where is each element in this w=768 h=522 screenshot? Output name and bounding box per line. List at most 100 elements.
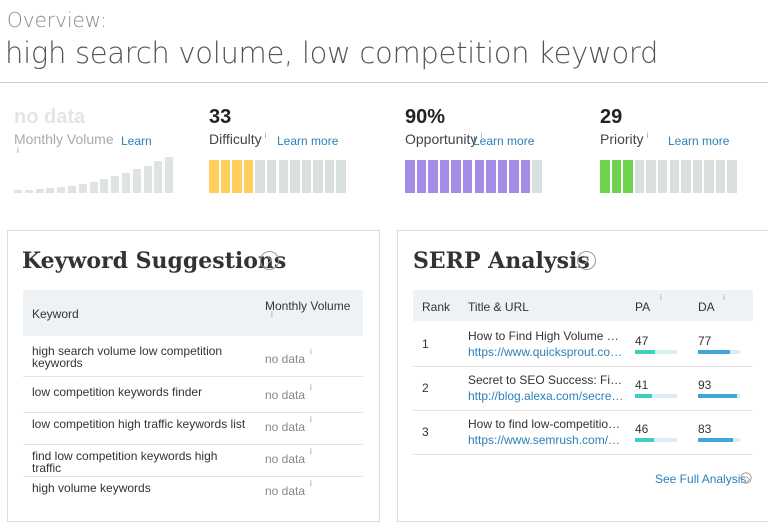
volume-bar-placeholder bbox=[122, 173, 130, 193]
volume-bar-placeholder bbox=[24, 189, 33, 193]
info-icon[interactable]: i bbox=[17, 146, 19, 155]
column-header: PA bbox=[635, 300, 651, 314]
metric-label: Opportunity i bbox=[405, 131, 483, 147]
score-segment bbox=[428, 160, 438, 193]
volume-bar-placeholder bbox=[14, 190, 22, 193]
pa-value: 47 bbox=[635, 334, 649, 348]
score-segment bbox=[462, 160, 473, 193]
card-title: SERP Analysis bbox=[413, 248, 590, 274]
da-value: 93 bbox=[698, 378, 712, 392]
info-icon[interactable]: i bbox=[310, 447, 312, 456]
info-icon[interactable]: i bbox=[646, 131, 649, 141]
score-segment bbox=[209, 160, 219, 193]
volume-bar-placeholder bbox=[78, 183, 87, 193]
serp-card bbox=[397, 230, 768, 522]
info-icon[interactable]: i bbox=[310, 383, 312, 392]
keyword: low competition high traffic keywords li… bbox=[32, 417, 246, 431]
learn-link[interactable]: Learn bbox=[121, 134, 152, 148]
da-bar bbox=[698, 438, 733, 442]
score-segment bbox=[416, 160, 427, 193]
score-segment bbox=[669, 160, 680, 193]
column-header: Keyword bbox=[32, 307, 79, 321]
row-divider bbox=[413, 454, 753, 455]
result-url[interactable]: https://www.semrush.com/bl... bbox=[468, 433, 626, 447]
learn-link[interactable]: Learn more bbox=[277, 134, 339, 148]
info-icon[interactable]: i bbox=[660, 293, 662, 302]
result-url[interactable]: https://www.quicksprout.com... bbox=[468, 345, 626, 359]
info-icon[interactable]: i bbox=[723, 293, 725, 302]
table-header bbox=[23, 290, 363, 336]
row-divider bbox=[413, 410, 753, 411]
score-segment bbox=[715, 160, 726, 193]
score-segment bbox=[451, 160, 461, 193]
metric-value: 29 bbox=[600, 106, 623, 128]
volume-bar-placeholder bbox=[132, 169, 141, 193]
volume-bar-placeholder bbox=[154, 161, 163, 193]
score-segment bbox=[657, 160, 668, 193]
row-divider bbox=[413, 366, 753, 367]
arrow-icon[interactable] bbox=[740, 472, 752, 484]
score-segment bbox=[290, 160, 300, 193]
score-segment bbox=[405, 160, 415, 193]
score-segment bbox=[646, 160, 656, 193]
volume-bar-placeholder bbox=[68, 185, 76, 193]
column-header: Monthly Volume bbox=[265, 299, 351, 313]
score-segment bbox=[727, 160, 737, 193]
learn-link[interactable]: Learn more bbox=[668, 134, 730, 148]
da-bar bbox=[698, 350, 731, 354]
result-title[interactable]: How to Find High Volume Key... bbox=[468, 329, 626, 343]
column-header: Rank bbox=[422, 300, 451, 314]
score-segment bbox=[509, 160, 519, 193]
score-segment bbox=[600, 160, 610, 193]
score-segment bbox=[220, 160, 231, 193]
info-icon[interactable]: i bbox=[480, 131, 483, 141]
result-url[interactable]: http://blog.alexa.com/secret-t... bbox=[468, 389, 626, 403]
pa-value: 46 bbox=[635, 422, 649, 436]
card-title: Keyword Suggestions bbox=[22, 248, 287, 274]
row-divider bbox=[23, 476, 363, 477]
keyword: high volume keywords bbox=[32, 481, 151, 495]
metric-label: Difficulty i bbox=[209, 131, 267, 147]
score-segment bbox=[623, 160, 633, 193]
keyword: high search volume low competition keywo… bbox=[32, 344, 223, 370]
info-icon[interactable]: i bbox=[310, 479, 312, 488]
page-title: high search volume, low competition keyw… bbox=[5, 36, 659, 70]
keyword: find low competition keywords high traff… bbox=[32, 449, 218, 475]
info-icon[interactable]: i bbox=[310, 347, 312, 356]
row-divider bbox=[23, 412, 363, 413]
score-segment bbox=[497, 160, 508, 193]
result-title[interactable]: Secret to SEO Success: Find L... bbox=[468, 373, 626, 387]
volume: no data bbox=[265, 452, 306, 466]
rank: 3 bbox=[422, 425, 429, 439]
page: Overview: high search volume, low compet… bbox=[0, 0, 768, 500]
expand-icon[interactable] bbox=[260, 251, 279, 270]
learn-link[interactable]: Learn more bbox=[473, 134, 535, 148]
see-full-analysis[interactable]: See Full Analysis bbox=[655, 472, 747, 486]
info-icon[interactable]: i bbox=[271, 310, 273, 319]
row-divider bbox=[23, 444, 363, 445]
overline: Overview: bbox=[7, 8, 107, 32]
metric-value: no data bbox=[14, 106, 86, 128]
info-icon[interactable]: i bbox=[310, 415, 312, 424]
pa-bar bbox=[635, 394, 653, 398]
result-title[interactable]: How to find low-competition k... bbox=[468, 417, 626, 431]
score-segment bbox=[439, 160, 450, 193]
table-header bbox=[413, 290, 753, 321]
score-segment bbox=[336, 160, 346, 193]
keyword: low competition keywords finder bbox=[32, 385, 203, 399]
score-segment bbox=[301, 160, 312, 193]
column-header: DA bbox=[698, 300, 715, 314]
expand-icon[interactable] bbox=[577, 251, 596, 270]
volume-bar-placeholder bbox=[111, 176, 120, 193]
score-segment bbox=[243, 160, 254, 193]
score-segment bbox=[232, 160, 242, 193]
score-segment bbox=[474, 160, 485, 193]
score-segment bbox=[324, 160, 335, 193]
volume-bar-placeholder bbox=[165, 156, 174, 193]
score-bar bbox=[405, 160, 542, 193]
info-icon[interactable]: i bbox=[264, 131, 267, 141]
volume-bar-placeholder bbox=[46, 188, 55, 193]
volume-bar-placeholder bbox=[143, 165, 152, 193]
pa-bar bbox=[635, 438, 655, 442]
column-header: Title & URL bbox=[468, 300, 529, 314]
